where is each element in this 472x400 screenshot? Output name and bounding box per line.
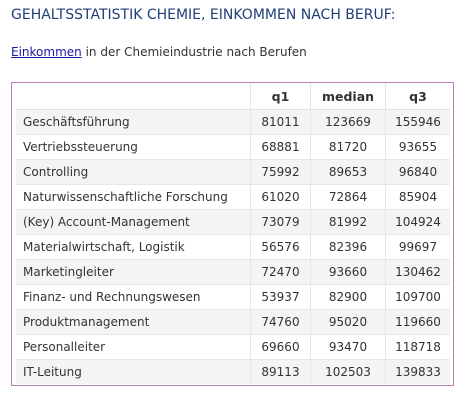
table-body: Geschäftsführung 81011 123669 155946 Vertrie… (16, 110, 450, 384)
table-row: Controlling 75992 89653 96840 (16, 160, 450, 185)
table-cell-median: 82396 (311, 235, 386, 260)
table-cell-median: 81720 (311, 135, 386, 160)
table-cell-q1: 81011 (251, 110, 311, 135)
table-cell-beruf: Geschäftsführung (16, 110, 251, 135)
table-cell-q1: 56576 (251, 235, 311, 260)
table-cell-median: 89653 (311, 160, 386, 185)
table-cell-q3: 109700 (386, 285, 450, 310)
table-row: (Key) Account-Management 73079 81992 104924 (16, 210, 450, 235)
header-q1: q1 (251, 83, 311, 110)
table-cell-median: 102503 (311, 360, 386, 384)
table-cell-beruf: Vertriebssteuerung (16, 135, 251, 160)
table-cell-median: 95020 (311, 310, 386, 335)
table-cell-beruf: Controlling (16, 160, 251, 185)
salary-table-container: q1 median q3 Geschäftsführung 81011 123669… (11, 82, 454, 386)
table-cell-beruf: Materialwirtschaft, Logistik (16, 235, 251, 260)
table-cell-median: 123669 (311, 110, 386, 135)
table-row: Finanz- und Rechnungswesen 53937 82900 1097… (16, 285, 450, 310)
intro-text: in der Chemieindustrie nach Berufen (81, 45, 307, 59)
page-title: GEHALTSSTATISTIK CHEMIE, EINKOMMEN NACH … (11, 7, 396, 23)
table-row: Naturwissenschaftliche Forschung 61020 728… (16, 185, 450, 210)
table-row: Marketingleiter 72470 93660 130462 (16, 260, 450, 285)
table-cell-median: 72864 (311, 185, 386, 210)
table-cell-beruf: Naturwissenschaftliche Forschung (16, 185, 251, 210)
intro-paragraph: Einkommen in der Chemieindustrie nach Be… (11, 45, 307, 59)
table-row: Vertriebssteuerung 68881 81720 93655 (16, 135, 450, 160)
table-cell-q3: 85904 (386, 185, 450, 210)
table-cell-q1: 89113 (251, 360, 311, 384)
table-cell-beruf: (Key) Account-Management (16, 210, 251, 235)
table-cell-beruf: Produktmanagement (16, 310, 251, 335)
table-cell-median: 93660 (311, 260, 386, 285)
table-cell-q3: 99697 (386, 235, 450, 260)
table-cell-q3: 130462 (386, 260, 450, 285)
table-cell-q3: 96840 (386, 160, 450, 185)
table-cell-q1: 74760 (251, 310, 311, 335)
table-cell-beruf: IT-Leitung (16, 360, 251, 384)
einkommen-link[interactable]: Einkommen (11, 45, 82, 59)
table-cell-beruf: Personalleiter (16, 335, 251, 360)
table-row: Materialwirtschaft, Logistik 56576 82396 99… (16, 235, 450, 260)
table-cell-median: 81992 (311, 210, 386, 235)
table-cell-q3: 118718 (386, 335, 450, 360)
table-cell-q1: 72470 (251, 260, 311, 285)
table-cell-q1: 68881 (251, 135, 311, 160)
table-cell-q1: 69660 (251, 335, 311, 360)
table-cell-q1: 73079 (251, 210, 311, 235)
table-cell-beruf: Marketingleiter (16, 260, 251, 285)
table-cell-q3: 119660 (386, 310, 450, 335)
salary-table: q1 median q3 Geschäftsführung 81011 123669… (16, 83, 450, 384)
table-cell-q1: 61020 (251, 185, 311, 210)
header-label (16, 83, 251, 110)
table-cell-q3: 93655 (386, 135, 450, 160)
table-row: Produktmanagement 74760 95020 119660 (16, 310, 450, 335)
table-header-row: q1 median q3 (16, 83, 450, 110)
table-cell-q1: 75992 (251, 160, 311, 185)
table-cell-beruf: Finanz- und Rechnungswesen (16, 285, 251, 310)
table-cell-median: 82900 (311, 285, 386, 310)
header-q3: q3 (386, 83, 450, 110)
table-cell-q3: 139833 (386, 360, 450, 384)
table-cell-q3: 104924 (386, 210, 450, 235)
table-cell-q3: 155946 (386, 110, 450, 135)
table-cell-median: 93470 (311, 335, 386, 360)
table-row: Geschäftsführung 81011 123669 155946 (16, 110, 450, 135)
header-median: median (311, 83, 386, 110)
table-row: IT-Leitung 89113 102503 139833 (16, 360, 450, 384)
table-row: Personalleiter 69660 93470 118718 (16, 335, 450, 360)
table-cell-q1: 53937 (251, 285, 311, 310)
